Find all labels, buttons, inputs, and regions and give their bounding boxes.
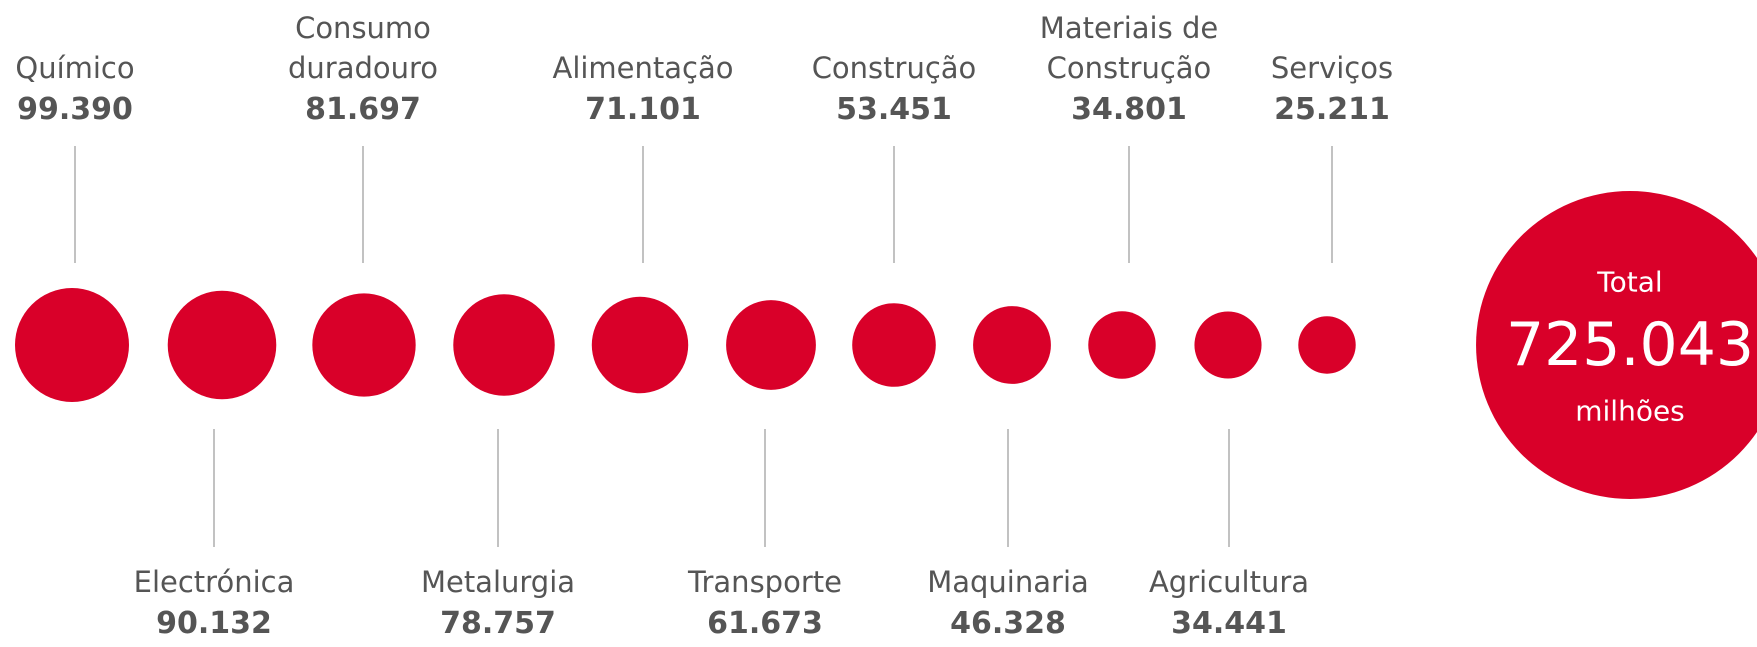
bubble — [1088, 311, 1156, 379]
label-group: Transporte 61.673 — [688, 562, 842, 646]
value-label: 99.390 — [17, 92, 133, 127]
category-label: Transporte — [688, 565, 842, 599]
category-label: Metalurgia — [420, 565, 576, 599]
total-unit: milhões — [1575, 394, 1685, 428]
label-group: Electrónica 90.132 — [134, 562, 295, 646]
total-value: 725.043 — [1505, 310, 1755, 380]
bubble — [591, 296, 689, 394]
value-label: 90.132 — [156, 606, 272, 641]
category-label: Electrónica — [133, 565, 295, 599]
label-group: Maquinaria 46.328 — [927, 562, 1089, 646]
value-label: 71.101 — [585, 92, 701, 127]
bubble — [973, 306, 1051, 384]
category-label: Materiais de Construção — [1039, 11, 1219, 85]
bubble — [167, 290, 277, 400]
label-group: Alimentação 71.101 — [552, 48, 733, 132]
value-label: 25.211 — [1274, 92, 1390, 127]
value-label: 61.673 — [707, 606, 823, 641]
label-group: Materiais de Construção 34.801 — [1040, 8, 1218, 132]
category-label: Químico — [15, 51, 135, 85]
bubble — [1194, 311, 1262, 379]
category-label: Consumo duradouro — [287, 11, 439, 85]
label-group: Consumo duradouro 81.697 — [288, 8, 438, 132]
category-label: Maquinaria — [927, 565, 1089, 599]
label-group: Construção 53.451 — [812, 48, 977, 132]
value-label: 81.697 — [305, 92, 421, 127]
category-label: Serviços — [1270, 51, 1394, 85]
value-label: 46.328 — [950, 606, 1066, 641]
category-label: Alimentação — [552, 51, 734, 85]
label-group: Serviços 25.211 — [1271, 48, 1393, 132]
label-group: Metalurgia 78.757 — [421, 562, 575, 646]
bubble — [15, 288, 129, 402]
value-label: 34.441 — [1171, 606, 1287, 641]
total-label: Total — [1597, 265, 1663, 299]
bubble — [726, 300, 816, 390]
value-label: 53.451 — [836, 92, 952, 127]
bubble — [1298, 316, 1356, 374]
bubble — [852, 303, 936, 387]
bubble — [312, 293, 416, 397]
bubble — [453, 294, 555, 396]
label-group: Agricultura 34.441 — [1149, 562, 1309, 646]
value-label: 78.757 — [440, 606, 556, 641]
category-label: Construção — [811, 51, 977, 85]
label-group: Químico 99.390 — [15, 48, 134, 132]
total-bubble — [1476, 191, 1757, 499]
category-label: Agricultura — [1148, 565, 1310, 599]
value-label: 34.801 — [1071, 92, 1187, 127]
